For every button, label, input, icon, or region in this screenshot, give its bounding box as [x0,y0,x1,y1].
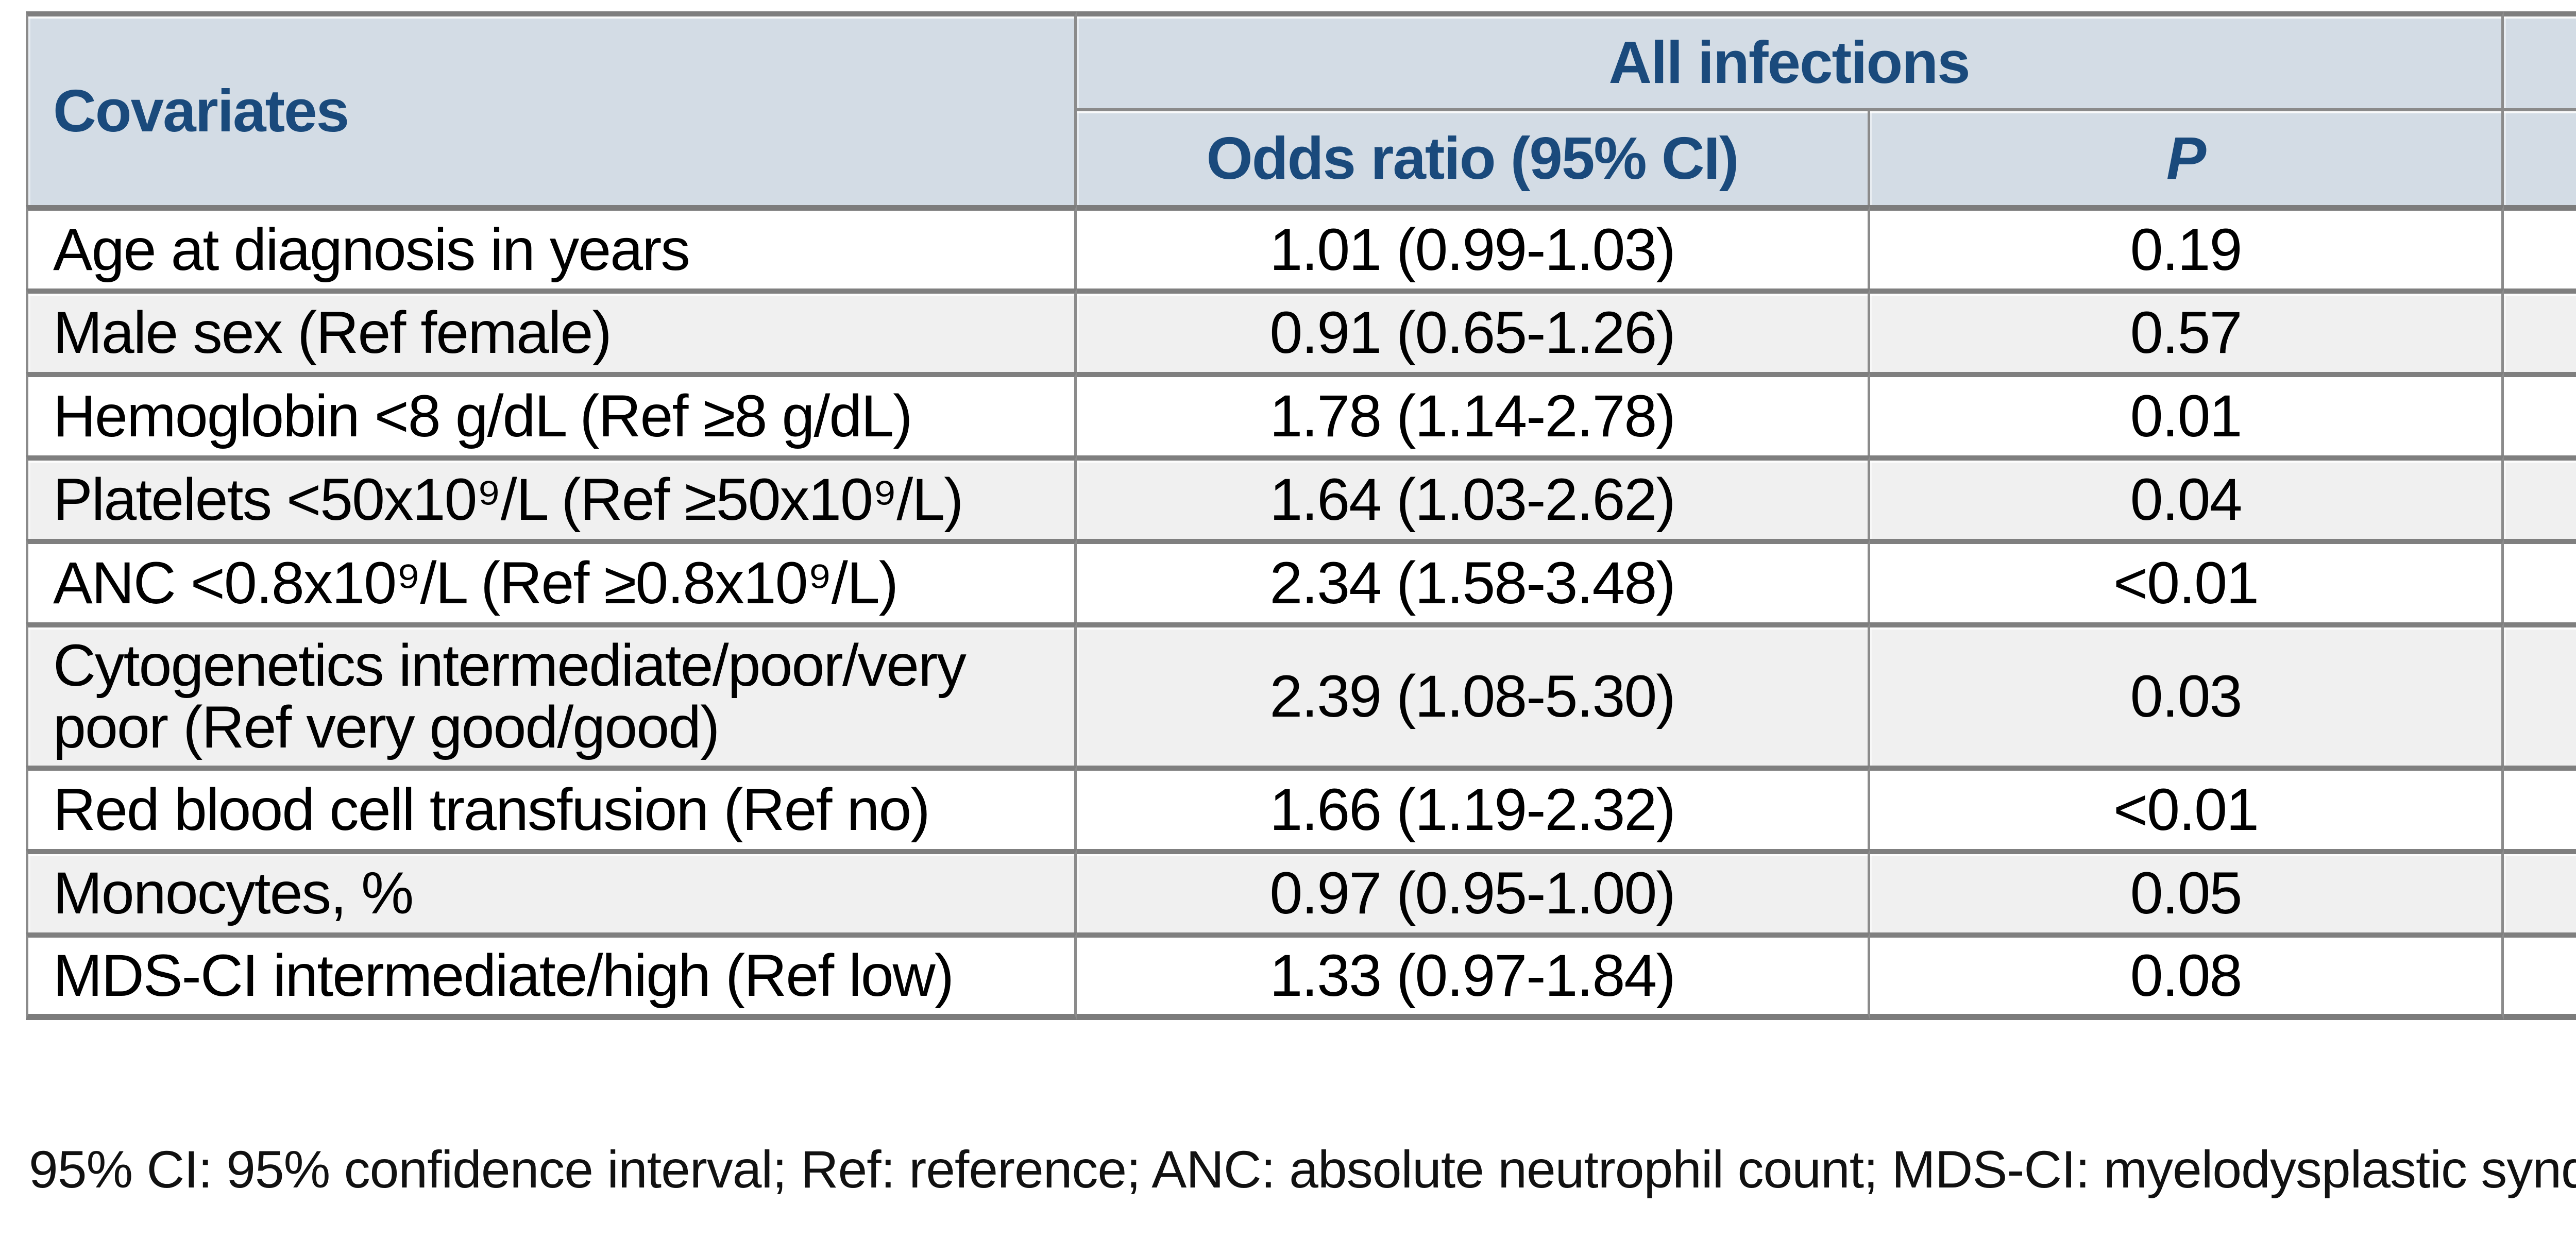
covariate-cell: Hemoglobin <8 g/dL (Ref ≥8 g/dL) [26,372,1077,455]
covariate-cell: Age at diagnosis in years [26,205,1077,288]
table-row: Age at diagnosis in years 1.01 (0.99-1.0… [26,205,2576,288]
p-all-cell: <0.01 [1870,539,2504,622]
covariate-cell: Platelets <50x10⁹/L (Ref ≥50x10⁹/L) [26,455,1077,539]
covariate-cell: MDS-CI intermediate/high (Ref low) [26,932,1077,1020]
covariate-cell: Monocytes, % [26,849,1077,932]
p-all-cell: 0.03 [1870,622,2504,766]
p-header-all: P [1870,108,2504,205]
table-row: Hemoglobin <8 g/dL (Ref ≥8 g/dL) 1.78 (1… [26,372,2576,455]
header-group-row: Covariates All infections Infection-rela… [26,11,2576,205]
or-death-cell: 1.80 (0.97-3.33) [2504,539,2576,622]
odds-ratio-table: Covariates All infections Infection-rela… [26,11,2576,1020]
odds-ratio-header-all: Odds ratio (95% CI) [1077,108,1870,205]
p-all-cell: 0.19 [1870,205,2504,288]
covariate-cell: Male sex (Ref female) [26,288,1077,372]
covariate-cell: Cytogenetics intermediate/poor/very poor… [26,622,1077,766]
header-sub-row: Odds ratio (95% CI) P Odds ratio (95% CI… [26,108,2576,205]
or-all-cell: 2.39 (1.08-5.30) [1077,622,1870,766]
footnote: 95% CI: 95% confidence interval; Ref: re… [29,1140,2576,1199]
or-death-cell: 2.92 (1.60-5.34) [2504,455,2576,539]
or-death-cell: 1.25 (0.76-2.05) [2504,288,2576,372]
or-all-cell: 0.97 (0.95-1.00) [1077,849,1870,932]
covariate-cell: Red blood cell transfusion (Ref no) [26,766,1077,849]
table-row: MDS-CI intermediate/high (Ref low) 1.33 … [26,932,2576,1020]
covariates-header-cell: Covariates [26,11,1077,205]
or-death-cell: 2.54 (1.41-4.56) [2504,372,2576,455]
or-all-cell: 1.78 (1.14-2.78) [1077,372,1870,455]
or-death-cell: 1.05 (1.02-1.08) [2504,205,2576,288]
table-row: Red blood cell transfusion (Ref no) 1.66… [26,766,2576,849]
p-all-cell: 0.01 [1870,372,2504,455]
p-all-cell: 0.05 [1870,849,2504,932]
all-infections-group-header: All infections [1077,11,2504,108]
or-death-cell: - [2504,932,2576,1020]
p-all-cell: 0.04 [1870,455,2504,539]
table-row: Monocytes, % 0.97 (0.95-1.00) 0.05 - - [26,849,2576,932]
p-all-cell: 0.57 [1870,288,2504,372]
or-death-cell: - [2504,849,2576,932]
or-death-cell: 2.52 (1.50-4.24) [2504,766,2576,849]
or-all-cell: 0.91 (0.65-1.26) [1077,288,1870,372]
covariate-cell: ANC <0.8x10⁹/L (Ref ≥0.8x10⁹/L) [26,539,1077,622]
table-row: Cytogenetics intermediate/poor/very poor… [26,622,2576,766]
or-death-cell: 3.07 (1.02-9.30) [2504,622,2576,766]
p-all-cell: 0.08 [1870,932,2504,1020]
table-row: Male sex (Ref female) 0.91 (0.65-1.26) 0… [26,288,2576,372]
table-header: Covariates All infections Infection-rela… [26,11,2576,205]
odds-ratio-header-death: Odds ratio (95% CI) [2504,108,2576,205]
table-body: Age at diagnosis in years 1.01 (0.99-1.0… [26,205,2576,1020]
p-all-cell: <0.01 [1870,766,2504,849]
or-all-cell: 1.33 (0.97-1.84) [1077,932,1870,1020]
or-all-cell: 2.34 (1.58-3.48) [1077,539,1870,622]
or-all-cell: 1.01 (0.99-1.03) [1077,205,1870,288]
infection-related-death-group-header: Infection-related death [2504,11,2576,108]
or-all-cell: 1.66 (1.19-2.32) [1077,766,1870,849]
table-row: Platelets <50x10⁹/L (Ref ≥50x10⁹/L) 1.64… [26,455,2576,539]
or-all-cell: 1.64 (1.03-2.62) [1077,455,1870,539]
table-row: ANC <0.8x10⁹/L (Ref ≥0.8x10⁹/L) 2.34 (1.… [26,539,2576,622]
